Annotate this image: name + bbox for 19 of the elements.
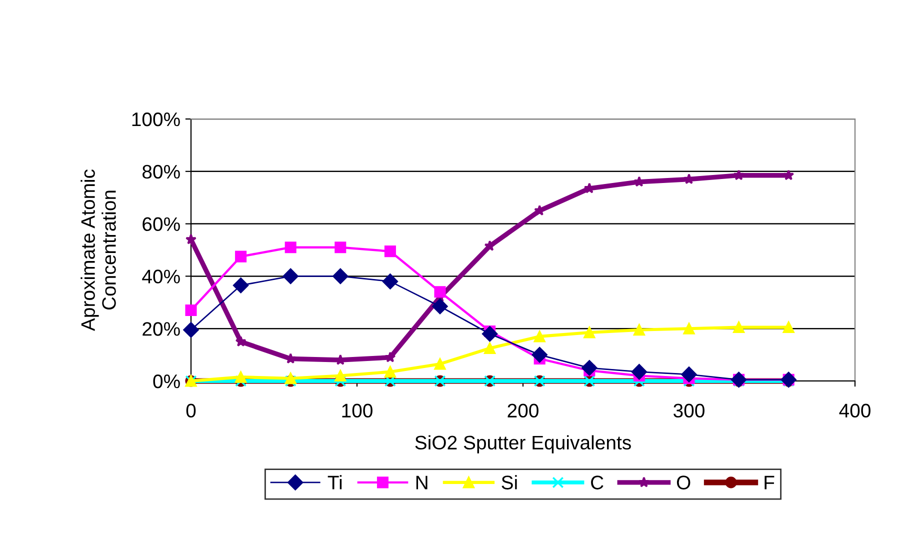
x-tick-label: 100 (342, 404, 372, 418)
y-axis-title: Aproximate Atomic Concentration (80, 169, 116, 332)
y-tick-label: 80% (142, 164, 180, 179)
y-tick-label: 0% (153, 374, 180, 388)
x-axis-title: SiO2 Sputter Equivalents (415, 435, 631, 454)
x-tick-label: 200 (508, 404, 538, 418)
y-tick-label: 60% (142, 217, 180, 232)
x-tick-label: 300 (674, 404, 704, 418)
legend-label: Si (502, 475, 517, 490)
x-tick-label: 400 (839, 404, 870, 418)
y-tick-label: 40% (142, 270, 180, 284)
legend-label: Ti (328, 475, 342, 490)
legend-label: C (591, 476, 604, 490)
legend-label: O (676, 476, 690, 490)
legend-label: F (764, 476, 774, 490)
y-tick-label: 100% (132, 112, 180, 126)
y-tick-label: 20% (142, 322, 180, 336)
x-tick-label: 0 (186, 404, 196, 418)
legend-label: N (416, 476, 428, 490)
